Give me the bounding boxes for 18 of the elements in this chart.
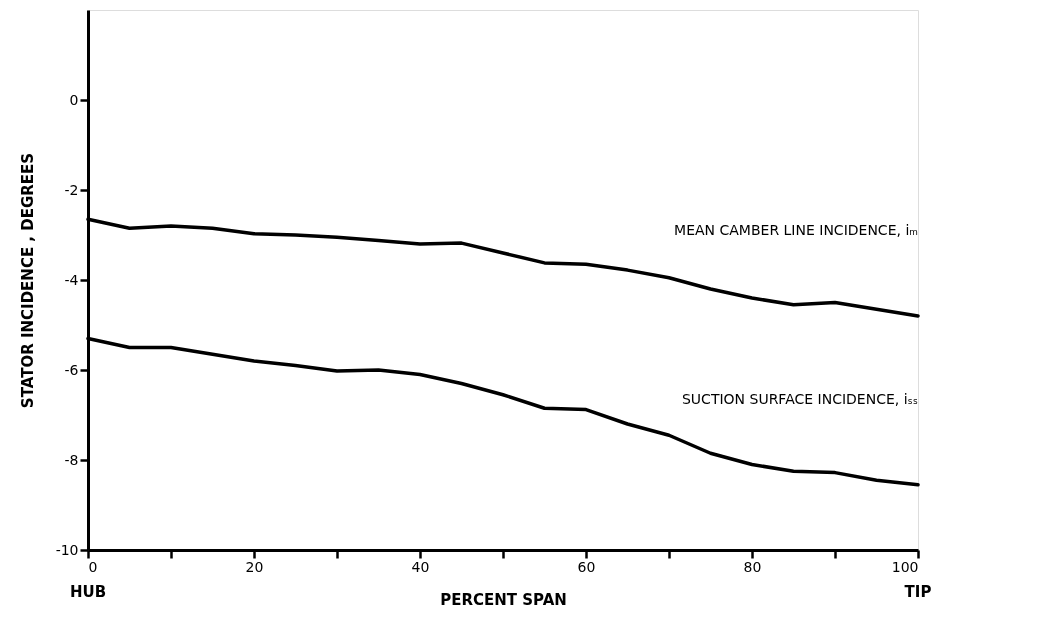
- text: SUCTION SURFACE INCIDENCE, iₛₛ: [681, 390, 918, 407]
- text: HUB: [69, 583, 107, 601]
- y-tick-label: -8: [64, 451, 79, 468]
- x-tick-label: 80: [743, 558, 762, 575]
- text: MEAN CAMBER LINE INCIDENCE, iₘ: [674, 222, 918, 238]
- text: TIP: [904, 583, 932, 601]
- x-tick-label: 60: [577, 558, 596, 575]
- y-tick-label: 0: [69, 91, 79, 108]
- y-tick-label: -6: [64, 361, 79, 378]
- x-tick-label: 20: [245, 558, 264, 575]
- x-axis-title: PERCENT SPAN: [440, 590, 567, 609]
- x-tick-label: 0: [88, 558, 98, 575]
- y-tick-label: -2: [64, 181, 79, 198]
- x-tick-label: 100: [891, 558, 919, 575]
- x-tick-label: 40: [411, 558, 430, 575]
- y-tick-label: -10: [55, 541, 79, 558]
- y-axis-title: STATOR INCIDENCE , DEGREES: [18, 152, 37, 409]
- y-tick-label: -4: [64, 271, 79, 288]
